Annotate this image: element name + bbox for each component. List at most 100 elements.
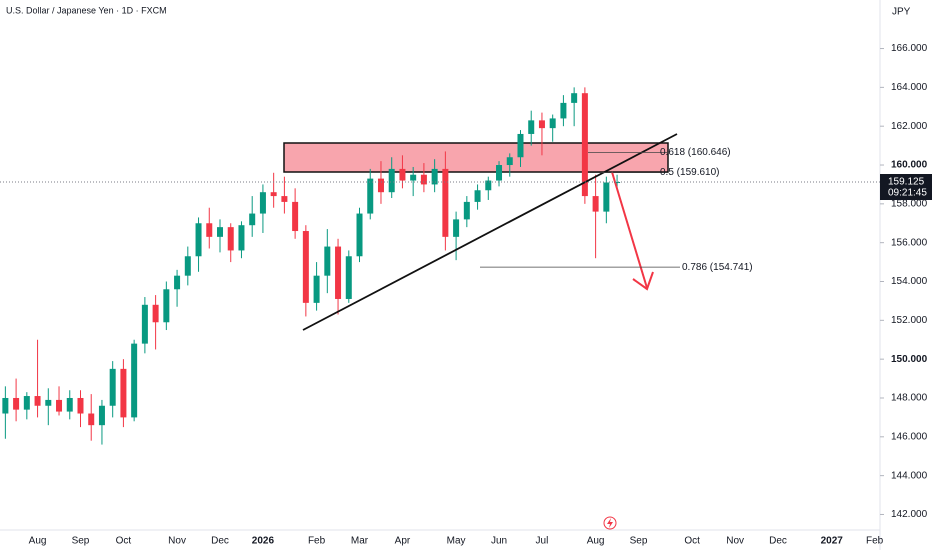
candle-body <box>313 275 320 303</box>
y-tick-label: 150.000 <box>891 354 928 365</box>
fib-label: 0.786 (154.741) <box>682 262 753 273</box>
candle-body <box>206 223 213 237</box>
x-tick-label: Dec <box>769 536 787 547</box>
y-tick-label: 144.000 <box>891 470 928 481</box>
candle-body <box>549 118 556 129</box>
candle-body <box>356 213 363 257</box>
x-tick-label: 2026 <box>252 536 275 547</box>
candle-body <box>431 168 438 185</box>
x-tick-label: Apr <box>395 536 411 547</box>
price-tag-countdown: 09:21:45 <box>888 188 927 199</box>
candle-body <box>410 174 417 181</box>
x-tick-label: Oct <box>116 536 132 547</box>
candle-body <box>120 368 127 418</box>
x-tick-label: 2027 <box>821 536 844 547</box>
candle-body <box>45 399 52 406</box>
candle-body <box>174 275 181 290</box>
candle-body <box>388 168 395 193</box>
candle-body <box>195 223 202 257</box>
x-tick-label: Oct <box>684 536 700 547</box>
candle-body <box>474 190 481 202</box>
x-tick-label: Sep <box>630 536 648 547</box>
candle-body <box>77 397 84 414</box>
candle-body <box>152 304 159 323</box>
y-tick-label: 142.000 <box>891 509 928 520</box>
candle-body <box>98 405 105 426</box>
x-tick-label: Sep <box>72 536 90 547</box>
candle-body <box>141 304 148 344</box>
candle-body <box>614 182 621 184</box>
x-tick-label: Mar <box>351 536 369 547</box>
y-tick-label: 164.000 <box>891 82 928 93</box>
candle-body <box>88 413 95 426</box>
candle-body <box>217 227 223 237</box>
candle-body <box>528 120 535 134</box>
candle-body <box>335 246 342 299</box>
candle-body <box>238 225 245 251</box>
candles <box>2 87 621 445</box>
y-tick-label: 152.000 <box>891 315 928 326</box>
candle-body <box>453 219 460 237</box>
x-tick-label: Feb <box>866 536 884 547</box>
candle-body <box>420 174 427 185</box>
candle-body <box>292 201 299 232</box>
candle-body <box>259 192 266 214</box>
y-tick-label: 156.000 <box>891 237 928 248</box>
candle-body <box>66 397 73 412</box>
x-tick-label: Jun <box>491 536 507 547</box>
candle-body <box>442 168 449 237</box>
candle-body <box>13 397 20 410</box>
candle-body <box>538 120 545 129</box>
candle-body <box>227 227 234 251</box>
candle-body <box>184 256 191 276</box>
candle-body <box>163 289 170 323</box>
candle-body <box>131 343 138 418</box>
y-tick-label: 154.000 <box>891 276 928 287</box>
x-tick-label: Jul <box>536 536 549 547</box>
candle-body <box>581 93 588 197</box>
candle-body <box>302 231 309 303</box>
y-tick-label: 146.000 <box>891 431 928 442</box>
x-tick-label: May <box>447 536 466 547</box>
candle-body <box>603 182 610 212</box>
candle-body <box>485 180 492 191</box>
candle-body <box>463 201 470 220</box>
candle-body <box>517 133 524 158</box>
candle-body <box>324 246 331 276</box>
candle-body <box>571 93 578 103</box>
candle-body <box>34 396 41 406</box>
alert-icon <box>603 516 617 530</box>
forecast-arrow <box>611 171 654 291</box>
x-tick-label: Aug <box>587 536 605 547</box>
candle-body <box>592 196 599 212</box>
candle-body <box>23 396 30 410</box>
candle-body <box>506 157 513 166</box>
candle-body <box>281 196 288 202</box>
price-tag-value: 159.125 <box>888 177 925 188</box>
trendline <box>302 133 678 331</box>
candle-body <box>109 368 116 406</box>
y-tick-label: 148.000 <box>891 393 928 404</box>
chart-title: U.S. Dollar / Japanese Yen · 1D · FXCM <box>6 5 167 15</box>
x-tick-label: Nov <box>726 536 744 547</box>
x-tick-label: Feb <box>308 536 326 547</box>
x-tick-label: Aug <box>29 536 47 547</box>
y-tick-label: 160.000 <box>891 160 928 171</box>
candle-body <box>496 165 503 181</box>
x-tick-label: Dec <box>211 536 229 547</box>
x-tick-label: Nov <box>168 536 186 547</box>
candle-body <box>249 213 256 226</box>
y-tick-label: 162.000 <box>891 121 928 132</box>
candle-body <box>56 399 63 412</box>
y-tick-label: 158.000 <box>891 198 928 209</box>
candle-body <box>399 168 406 181</box>
fib-label: 0.618 (160.646) <box>660 147 731 158</box>
candle-body <box>270 192 277 197</box>
supply-zone <box>283 142 669 173</box>
candle-body <box>2 397 9 414</box>
currency-label: JPY <box>892 7 911 18</box>
y-tick-label: 166.000 <box>891 43 928 54</box>
candle-body <box>560 102 567 119</box>
candle-body <box>377 178 384 193</box>
